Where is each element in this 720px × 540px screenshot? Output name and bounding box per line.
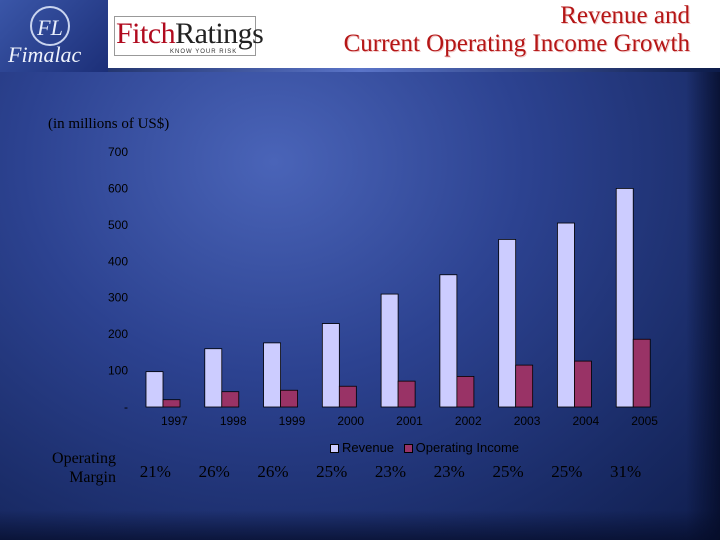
legend-label-operating-income: Operating Income <box>415 440 520 455</box>
x-tick-label: 1998 <box>220 414 247 428</box>
x-tick-label: 1997 <box>161 414 188 428</box>
y-tick-label: 300 <box>108 291 128 305</box>
operating-margin-value: 26% <box>198 462 230 481</box>
header-bar <box>0 0 720 72</box>
ratings-logo-text: Ratings <box>175 17 264 50</box>
fitch-ratings-logo: FitchRatings <box>116 17 264 50</box>
x-tick-label: 1999 <box>279 414 306 428</box>
y-tick-label: - <box>124 400 128 414</box>
bar-operating-income <box>632 338 651 408</box>
right-edge-shadow <box>686 72 720 540</box>
legend-swatch-revenue <box>330 444 339 454</box>
slide-title-line-1: Revenue and <box>560 2 690 29</box>
operating-margin-value: 25% <box>551 462 583 481</box>
bar-operating-income <box>456 375 475 408</box>
y-tick-label: 400 <box>108 254 128 268</box>
bar-revenue <box>615 188 634 408</box>
y-tick-label: 200 <box>108 327 128 341</box>
bar-operating-income <box>515 364 534 408</box>
y-tick-label: 100 <box>108 364 128 378</box>
fimalac-logo-text: Fimalac <box>8 42 82 67</box>
bar-revenue <box>557 222 575 408</box>
x-tick-label: 2002 <box>455 414 482 428</box>
y-axis: - 100 200 300 400 500 600 700 <box>108 145 128 414</box>
operating-margin-label: Operating Margin <box>28 449 116 487</box>
legend-swatch-operating-income <box>403 444 413 454</box>
y-tick-label: 700 <box>108 145 128 159</box>
operating-margin-value: 25% <box>316 462 348 481</box>
slide-title-line-2: Current Operating Income Growth <box>343 30 690 57</box>
bar-revenue <box>145 371 164 408</box>
bar-operating-income <box>162 399 181 408</box>
header-divider <box>0 68 720 72</box>
bar-revenue <box>439 274 458 408</box>
bars <box>145 188 651 408</box>
operating-margin-label-line-1: Operating <box>52 450 116 467</box>
bar-operating-income <box>397 380 416 408</box>
fimalac-logo: FL Fimalac <box>0 0 108 72</box>
x-tick-label: 2003 <box>514 414 541 428</box>
x-axis: 1997 1998 1999 2000 2001 2002 2003 2004 2005 <box>161 414 658 428</box>
bar-operating-income <box>574 360 592 408</box>
fimalac-emblem-icon: FL <box>30 6 70 46</box>
fitch-tagline: KNOW YOUR RISK <box>170 49 238 55</box>
bar-revenue <box>380 293 399 408</box>
units-label: (in millions of US$) <box>48 116 170 132</box>
bottom-edge-shadow <box>0 510 720 540</box>
x-tick-label: 2000 <box>337 414 364 428</box>
bar-operating-income <box>221 391 240 408</box>
operating-margin-value: 23% <box>433 462 465 481</box>
fitch-logo-frame <box>114 16 256 56</box>
operating-margin-value: 26% <box>257 462 289 481</box>
chart-legend: Revenue Operating Income <box>330 440 525 455</box>
bar-revenue <box>204 348 223 408</box>
bar-revenue <box>321 323 340 408</box>
bar-revenue <box>498 239 517 408</box>
legend-item-operating-income: Operating Income <box>403 440 520 455</box>
legend-label-revenue: Revenue <box>342 440 395 455</box>
bar-revenue <box>263 342 281 408</box>
y-tick-label: 600 <box>108 181 128 195</box>
operating-margin-value: 25% <box>492 462 524 481</box>
operating-margin-label-line-2: Margin <box>69 469 116 486</box>
operating-margin-value: 21% <box>139 462 171 481</box>
x-tick-label: 2004 <box>572 414 599 428</box>
bar-operating-income <box>338 385 357 408</box>
x-tick-label: 2005 <box>631 414 658 428</box>
fitch-logo-text: Fitch <box>116 17 176 50</box>
operating-margin-value: 23% <box>374 462 407 481</box>
operating-margin-value: 31% <box>610 462 642 481</box>
legend-item-revenue: Revenue <box>330 440 394 455</box>
x-tick-label: 2001 <box>396 414 423 428</box>
bar-operating-income <box>280 389 298 408</box>
y-tick-label: 500 <box>108 218 128 232</box>
